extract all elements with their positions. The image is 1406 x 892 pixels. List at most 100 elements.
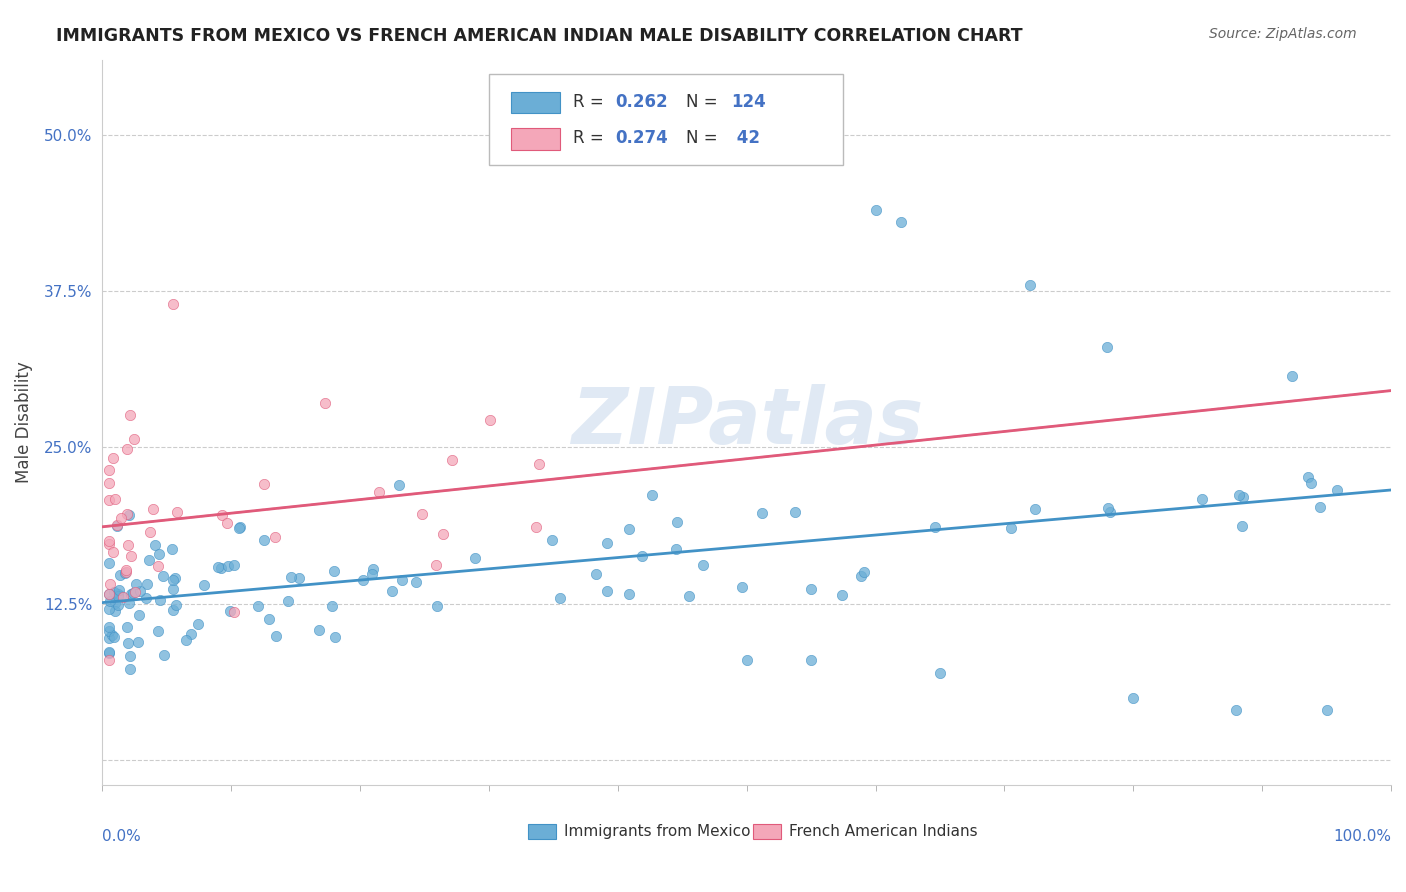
Point	[783, 505, 806, 519]
Point	[110, 589, 132, 603]
Point	[259, 612, 281, 626]
Point	[352, 573, 374, 587]
Point	[246, 599, 269, 614]
Point	[596, 583, 619, 598]
Point	[1097, 340, 1119, 354]
Point	[165, 598, 187, 612]
Point	[122, 432, 145, 446]
Point	[321, 599, 343, 613]
Point	[107, 598, 129, 612]
Point	[692, 558, 714, 573]
Point	[361, 561, 384, 575]
Point	[425, 558, 447, 572]
Point	[117, 538, 139, 552]
Point	[432, 526, 454, 541]
Point	[1316, 703, 1339, 717]
Text: 0.262: 0.262	[616, 93, 668, 111]
Point	[146, 624, 169, 639]
Point	[617, 587, 640, 601]
Point	[138, 553, 160, 567]
Point	[176, 633, 198, 648]
Point	[217, 559, 239, 574]
Point	[138, 525, 160, 540]
Point	[117, 442, 139, 456]
Point	[97, 537, 120, 551]
Point	[1230, 519, 1253, 533]
Point	[97, 645, 120, 659]
Point	[118, 508, 141, 523]
Point	[149, 593, 172, 607]
Point	[135, 591, 157, 606]
Point	[322, 564, 344, 578]
Point	[1019, 277, 1042, 292]
Point	[118, 596, 141, 610]
Text: 0.0%: 0.0%	[103, 829, 141, 844]
Point	[105, 519, 128, 533]
Point	[1225, 703, 1247, 717]
Point	[125, 577, 148, 591]
Point	[441, 452, 464, 467]
Point	[103, 451, 125, 466]
Text: R =: R =	[572, 93, 609, 111]
Point	[97, 463, 120, 477]
Point	[207, 560, 229, 574]
Point	[585, 567, 607, 582]
Point	[222, 558, 245, 572]
Point	[924, 519, 946, 533]
Point	[751, 506, 773, 520]
Point	[678, 589, 700, 603]
Point	[97, 556, 120, 570]
Point	[799, 582, 821, 596]
Point	[146, 558, 169, 573]
Point	[97, 586, 120, 600]
Point	[120, 662, 142, 676]
Point	[541, 533, 564, 547]
Point	[1024, 501, 1046, 516]
Point	[115, 508, 138, 522]
Point	[104, 491, 127, 506]
FancyBboxPatch shape	[510, 92, 560, 113]
Text: Immigrants from Mexico: Immigrants from Mexico	[564, 824, 751, 839]
Point	[619, 522, 641, 536]
Point	[219, 604, 242, 618]
Point	[665, 542, 688, 557]
Point	[117, 636, 139, 650]
Point	[104, 595, 127, 609]
Point	[361, 566, 384, 581]
Point	[849, 569, 872, 583]
Point	[1098, 505, 1121, 519]
Point	[98, 587, 121, 601]
Point	[1232, 490, 1254, 504]
Point	[288, 571, 311, 585]
Text: IMMIGRANTS FROM MEXICO VS FRENCH AMERICAN INDIAN MALE DISABILITY CORRELATION CHA: IMMIGRANTS FROM MEXICO VS FRENCH AMERICA…	[56, 27, 1024, 45]
Point	[111, 591, 134, 605]
Point	[152, 648, 174, 663]
Point	[152, 569, 174, 583]
Point	[222, 606, 245, 620]
Point	[1122, 690, 1144, 705]
Text: 42: 42	[731, 129, 761, 147]
Point	[107, 589, 129, 603]
Text: 124: 124	[731, 93, 766, 111]
Point	[731, 580, 754, 594]
Point	[865, 202, 887, 217]
Point	[388, 478, 411, 492]
Point	[464, 550, 486, 565]
Point	[426, 599, 449, 614]
Point	[368, 485, 391, 500]
Point	[101, 545, 124, 559]
Point	[120, 648, 142, 663]
Point	[108, 583, 131, 598]
Point	[548, 591, 571, 606]
Point	[193, 578, 215, 592]
Point	[323, 630, 346, 644]
Point	[143, 538, 166, 552]
Point	[209, 561, 232, 575]
Point	[97, 492, 120, 507]
Text: Source: ZipAtlas.com: Source: ZipAtlas.com	[1209, 27, 1357, 41]
Point	[405, 575, 427, 590]
Point	[264, 530, 287, 544]
Point	[142, 502, 165, 516]
Y-axis label: Male Disability: Male Disability	[15, 361, 32, 483]
Point	[115, 620, 138, 634]
